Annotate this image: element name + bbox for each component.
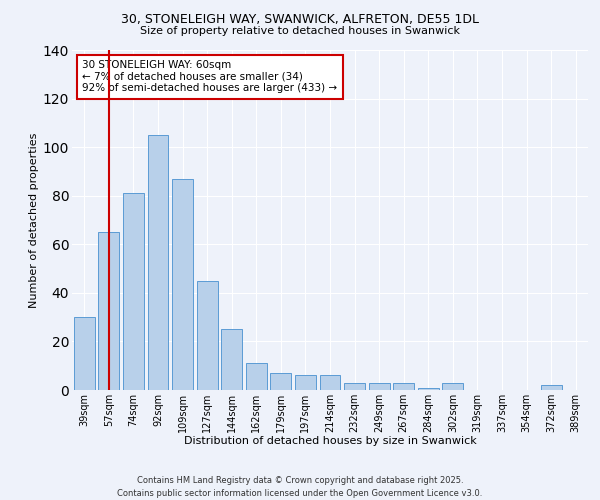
Bar [368,382,389,390]
Bar [442,382,463,390]
Bar [271,373,292,390]
Bar [74,317,95,390]
Bar [221,330,242,390]
Bar [393,382,414,390]
Bar [541,385,562,390]
Bar [172,178,193,390]
Bar [295,376,316,390]
Bar [123,194,144,390]
Bar [418,388,439,390]
Bar [148,135,169,390]
Bar [98,232,119,390]
Y-axis label: Number of detached properties: Number of detached properties [29,132,38,308]
Text: Size of property relative to detached houses in Swanwick: Size of property relative to detached ho… [140,26,460,36]
Bar [344,382,365,390]
Text: Contains HM Land Registry data © Crown copyright and database right 2025.
Contai: Contains HM Land Registry data © Crown c… [118,476,482,498]
Text: 30, STONELEIGH WAY, SWANWICK, ALFRETON, DE55 1DL: 30, STONELEIGH WAY, SWANWICK, ALFRETON, … [121,12,479,26]
X-axis label: Distribution of detached houses by size in Swanwick: Distribution of detached houses by size … [184,436,476,446]
Text: 30 STONELEIGH WAY: 60sqm
← 7% of detached houses are smaller (34)
92% of semi-de: 30 STONELEIGH WAY: 60sqm ← 7% of detache… [82,60,337,94]
Bar [246,364,267,390]
Bar [320,376,340,390]
Bar [197,280,218,390]
